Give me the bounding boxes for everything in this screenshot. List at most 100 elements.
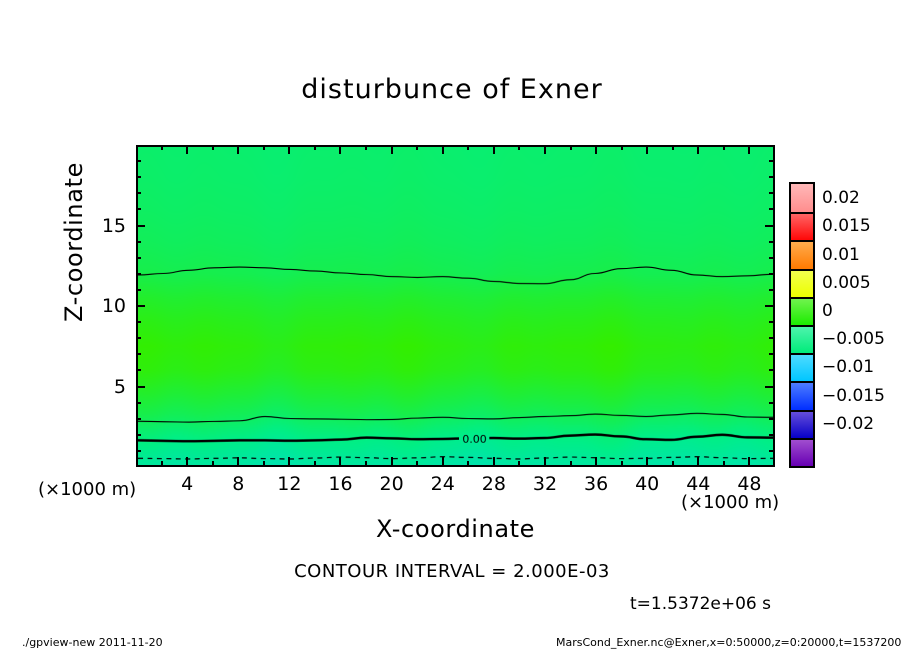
y-tick: [769, 288, 774, 291]
x-tick-top: [518, 145, 521, 150]
colorbar-tick-label: 0.015: [822, 216, 871, 237]
x-tick-top: [313, 145, 316, 150]
y-tick: [136, 176, 141, 179]
x-tick: [441, 457, 444, 466]
y-tick: [769, 369, 774, 372]
y-tick: [769, 208, 774, 211]
x-tick-label: 24: [430, 473, 455, 495]
x-tick-top: [416, 145, 419, 150]
y-tick: [136, 433, 141, 436]
footer-command-label: ./gpview-new 2011-11-20: [22, 636, 163, 649]
x-tick: [543, 457, 546, 466]
x-tick: [339, 457, 342, 466]
x-tick: [620, 461, 623, 466]
y-tick: [769, 192, 774, 195]
x-unit-label-left: (×1000 m): [38, 479, 137, 500]
colorbar-tick-label: 0.01: [822, 244, 860, 265]
x-tick-label: 8: [232, 473, 245, 495]
x-tick: [467, 461, 470, 466]
x-tick-top: [569, 145, 572, 150]
y-tick: [136, 192, 141, 195]
x-tick: [160, 461, 163, 466]
x-unit-label-right: (×1000 m): [681, 492, 780, 513]
x-tick: [365, 461, 368, 466]
x-axis-title: X-coordinate: [375, 515, 536, 543]
y-tick-label: 10: [101, 295, 126, 317]
y-tick: [136, 288, 141, 291]
y-tick: [136, 224, 145, 227]
y-tick: [136, 305, 145, 307]
y-tick: [769, 160, 774, 163]
y-tick: [136, 208, 141, 211]
y-tick: [769, 176, 774, 179]
x-tick-top: [262, 145, 265, 150]
y-tick-label: 5: [113, 375, 126, 398]
colorbar-tick-label: 0: [822, 300, 833, 321]
colorbar-band: [791, 212, 813, 241]
y-tick: [136, 337, 141, 340]
x-tick: [186, 457, 189, 466]
x-tick-label: 20: [379, 473, 404, 495]
x-tick-top: [390, 145, 393, 154]
x-tick-label: 28: [481, 473, 506, 495]
x-tick: [262, 461, 265, 466]
y-tick: [769, 449, 774, 452]
x-tick: [748, 457, 751, 466]
colorbar-band: [791, 240, 813, 269]
x-tick-top: [543, 145, 546, 154]
x-tick-label: 32: [532, 473, 558, 495]
y-tick: [769, 272, 774, 275]
y-tick: [769, 240, 774, 243]
x-tick: [722, 461, 725, 466]
x-tick-top: [697, 145, 700, 154]
y-tick: [769, 417, 774, 420]
colorbar-box: [789, 182, 815, 468]
colorbar-band: [791, 381, 813, 410]
x-tick: [390, 457, 393, 466]
x-tick: [646, 457, 649, 466]
colorbar-band: [791, 409, 813, 438]
x-tick-label: 12: [277, 473, 302, 495]
x-tick-top: [186, 145, 189, 154]
y-tick: [136, 160, 141, 163]
x-tick-label: 4: [181, 473, 194, 495]
x-tick-top: [620, 145, 623, 150]
x-tick-top: [441, 145, 444, 154]
colorbar-band: [791, 437, 813, 466]
y-tick: [769, 321, 774, 324]
y-tick: [136, 385, 145, 388]
y-tick-label: 15: [101, 214, 126, 237]
y-tick: [765, 305, 774, 307]
y-tick: [769, 433, 774, 436]
x-tick-top: [237, 145, 240, 154]
y-tick: [136, 321, 141, 324]
y-tick: [765, 385, 774, 388]
y-axis-title: Z-coordinate: [60, 162, 88, 322]
x-tick: [569, 461, 572, 466]
footer-source-label: MarsCond_Exner.nc@Exner,x=0:50000,z=0:20…: [556, 636, 902, 649]
colorbar-band: [791, 353, 813, 382]
x-tick-top: [467, 145, 470, 150]
colorbar-tick-label: −0.005: [822, 329, 885, 350]
colorbar-band: [791, 184, 813, 213]
x-tick-label: 36: [583, 473, 609, 495]
x-tick-top: [671, 145, 674, 150]
colorbar-band: [791, 296, 813, 325]
colorbar: [789, 182, 815, 468]
x-tick-top: [595, 145, 598, 154]
x-tick: [697, 457, 700, 466]
y-tick: [136, 449, 141, 452]
colorbar-tick-label: −0.015: [822, 385, 885, 406]
y-tick: [136, 401, 141, 404]
contour-plot-area: [136, 145, 775, 467]
x-tick-top: [365, 145, 368, 150]
x-tick-top: [646, 145, 649, 154]
y-tick: [769, 337, 774, 340]
x-tick: [518, 461, 521, 466]
x-tick: [671, 461, 674, 466]
y-tick: [136, 240, 141, 243]
colorbar-band: [791, 325, 813, 354]
x-tick: [492, 457, 495, 466]
time-annotation: t=1.5372e+06 s: [630, 594, 771, 614]
colorbar-tick-label: 0.005: [822, 272, 871, 293]
